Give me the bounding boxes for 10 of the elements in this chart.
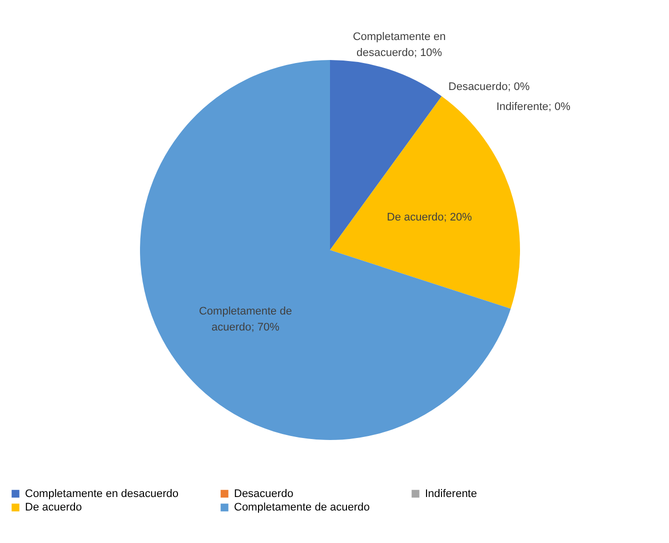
data-label: Completamente de acuerdo; 70% bbox=[198, 305, 292, 334]
data-label: De acuerdo; 20% bbox=[386, 212, 472, 224]
legend-label: Completamente en desacuerdo bbox=[25, 488, 178, 500]
text: Indiferente; 0% bbox=[496, 101, 570, 114]
legend-label: Completamente de acuerdo bbox=[234, 502, 370, 514]
legend-label: De acuerdo bbox=[25, 502, 82, 514]
legend-label: Indiferente bbox=[425, 488, 477, 500]
data-label: Completamente en desacuerdo; 10% bbox=[352, 30, 446, 59]
legend-label: Desacuerdo bbox=[234, 488, 294, 500]
text: Desacuerdo; 0% bbox=[448, 81, 530, 94]
